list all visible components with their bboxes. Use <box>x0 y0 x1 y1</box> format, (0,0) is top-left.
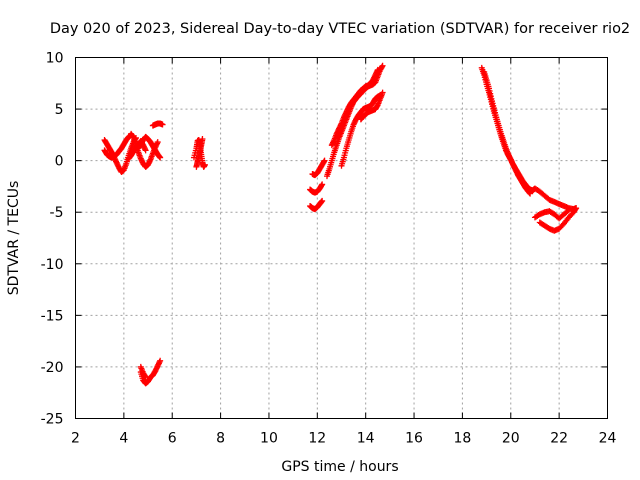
plot-frame <box>75 57 608 419</box>
y-tick-label: 5 <box>55 102 64 118</box>
data-point <box>157 357 164 364</box>
series-seg-t <box>536 205 580 234</box>
series-seg-q <box>357 89 386 123</box>
series-seg-j <box>137 363 149 381</box>
data-point <box>321 157 328 164</box>
series-seg-f <box>149 120 166 129</box>
data-point <box>319 181 326 188</box>
data-points <box>101 62 580 387</box>
y-tick-label: -20 <box>41 360 64 376</box>
data-point <box>565 207 572 214</box>
series-seg-m <box>309 157 328 179</box>
x-tick-label: 16 <box>405 431 423 447</box>
series-seg-o <box>328 66 381 149</box>
data-point <box>201 161 208 168</box>
y-tick-label: 0 <box>55 154 64 170</box>
x-tick-label: 8 <box>216 431 225 447</box>
data-point <box>199 135 206 142</box>
y-tick-label: -10 <box>41 257 64 273</box>
data-point <box>379 89 386 96</box>
chart-title: Day 020 of 2023, Sidereal Day-to-day VTE… <box>50 21 630 37</box>
axis-ticks <box>75 57 608 419</box>
series-seg-c <box>128 130 161 170</box>
data-point <box>154 139 161 146</box>
x-tick-label: 20 <box>502 431 520 447</box>
series-seg-h <box>193 135 206 170</box>
grid <box>75 57 608 419</box>
series-seg-u <box>531 207 572 222</box>
data-point <box>379 62 386 69</box>
y-tick-label: -5 <box>50 205 64 221</box>
data-point <box>564 208 571 215</box>
series-seg-i <box>137 357 164 387</box>
y-tick-label: 10 <box>46 51 64 67</box>
data-point <box>527 190 534 197</box>
x-tick-label: 2 <box>71 431 80 447</box>
x-tick-label: 22 <box>550 431 568 447</box>
series-seg-l <box>307 181 326 196</box>
series-seg-s <box>481 68 534 197</box>
x-axis-label: GPS time / hours <box>281 459 398 475</box>
data-point <box>142 147 149 154</box>
y-tick-label: -15 <box>41 308 64 324</box>
data-point <box>142 374 149 381</box>
y-axis-label: SDTVAR / TECUs <box>6 181 22 296</box>
data-point <box>157 154 164 161</box>
data-point <box>319 197 326 204</box>
x-tick-label: 12 <box>308 431 326 447</box>
x-tick-label: 24 <box>599 431 617 447</box>
x-tick-label: 4 <box>119 431 128 447</box>
x-tick-label: 10 <box>260 431 278 447</box>
x-tick-label: 14 <box>357 431 375 447</box>
data-point <box>159 121 166 128</box>
data-point <box>573 205 580 212</box>
x-tick-label: 6 <box>168 431 177 447</box>
y-tick-label: -25 <box>41 412 64 428</box>
series-seg-p <box>338 92 384 169</box>
series-seg-e <box>125 138 149 162</box>
data-point <box>374 66 381 73</box>
series-seg-k <box>307 197 326 213</box>
x-tick-label: 18 <box>453 431 471 447</box>
